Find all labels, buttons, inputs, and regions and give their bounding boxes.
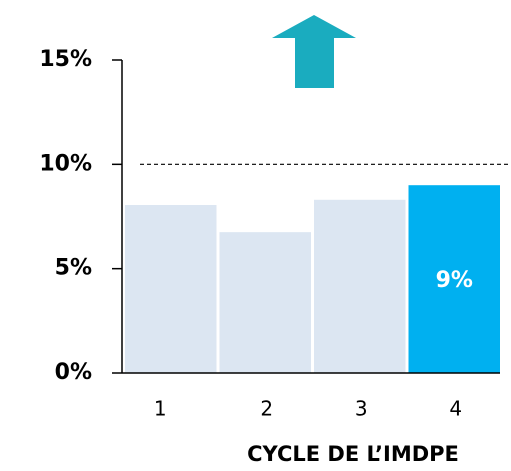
x-tick-label: 3 — [355, 397, 368, 421]
y-tick-label: 5% — [55, 256, 92, 281]
x-tick-label: 2 — [260, 397, 273, 421]
up-arrow — [272, 15, 356, 88]
bar — [408, 185, 500, 373]
x-axis-label: CYCLE DE L’IMDPE — [247, 442, 459, 466]
bar — [314, 199, 406, 373]
x-tick-label: 4 — [449, 397, 462, 421]
y-tick-label: 10% — [39, 151, 92, 176]
data-label: 9% — [436, 268, 473, 293]
bar — [219, 232, 311, 373]
y-tick-label: 15% — [39, 47, 92, 72]
x-tick-label: 1 — [154, 397, 167, 421]
bar — [125, 205, 217, 373]
y-tick-label: 0% — [55, 360, 92, 385]
